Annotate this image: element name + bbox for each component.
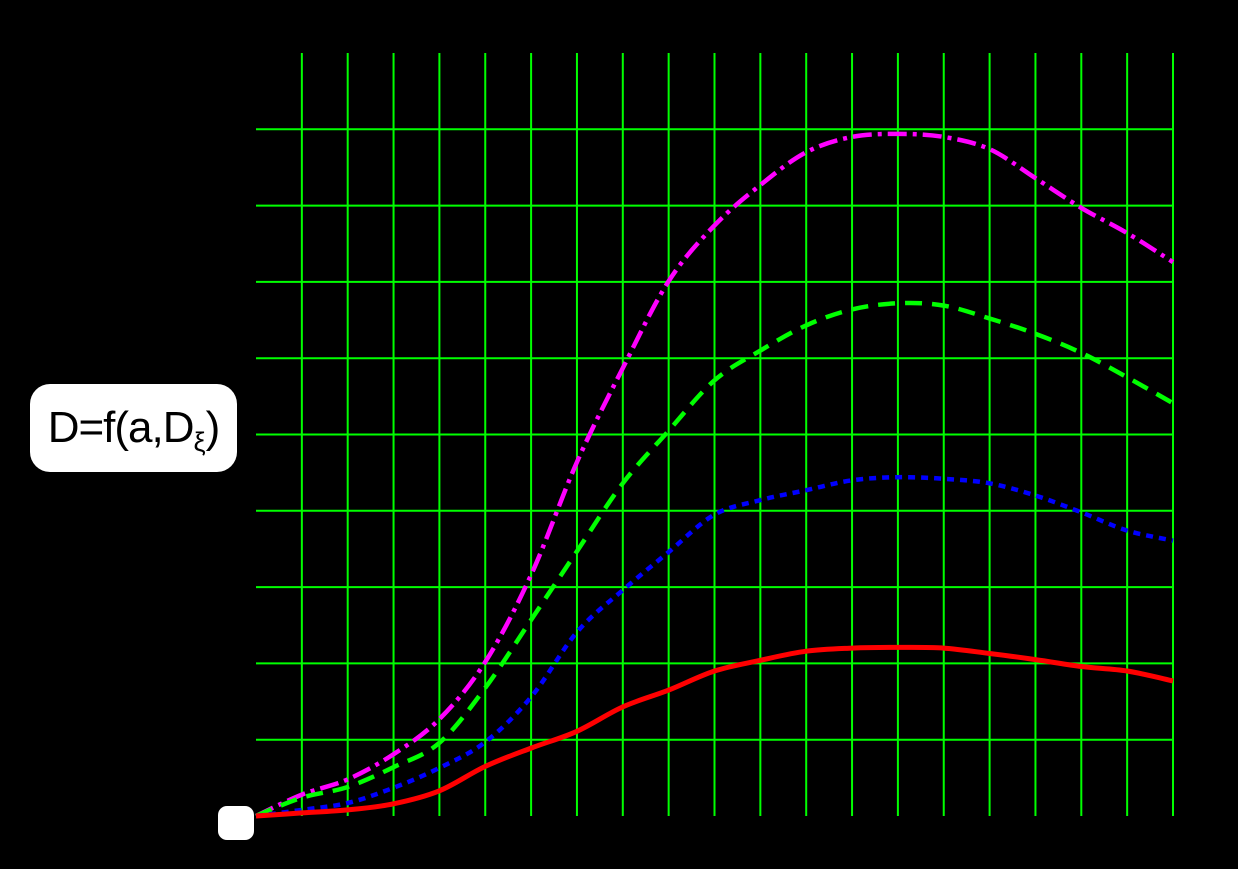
function-label: D=f(a,D ξ) <box>30 384 237 472</box>
function-label-text: D=f(a,D <box>47 403 195 452</box>
curve-red <box>255 644 1174 819</box>
function-label-subscript-xi: ξ <box>193 427 206 457</box>
grid-lines <box>256 53 1174 816</box>
curve-blue <box>255 474 1174 819</box>
curve-green <box>255 300 1175 819</box>
function-label-close-paren: ) <box>205 403 221 452</box>
curve-magenta <box>255 131 1175 819</box>
blank-label-box <box>218 806 254 840</box>
